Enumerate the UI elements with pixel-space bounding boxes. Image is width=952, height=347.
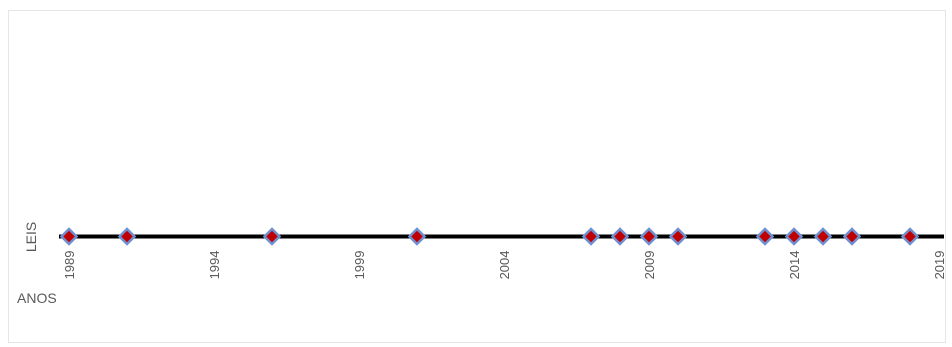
x-tick-label: 2019 xyxy=(932,251,947,280)
data-points xyxy=(59,227,920,246)
data-point-marker xyxy=(900,227,920,246)
x-tick-label: 1989 xyxy=(62,251,77,280)
data-point-marker xyxy=(581,227,601,246)
x-tick-label: 2014 xyxy=(787,251,802,280)
chart-area: LEIS ANOS 1989 1994 1999 2004 2009 2014 2019 xyxy=(8,10,947,343)
x-tick-labels: 1989 1994 1999 2004 2009 2014 2019 xyxy=(62,251,947,280)
y-axis-title: LEIS xyxy=(23,222,39,252)
data-point-marker xyxy=(59,227,79,246)
data-point-marker xyxy=(668,227,688,246)
x-tick-label: 1994 xyxy=(207,251,222,280)
data-point-marker xyxy=(784,227,804,246)
data-point-marker xyxy=(407,227,427,246)
x-axis-title: ANOS xyxy=(17,290,57,306)
data-point-marker xyxy=(117,227,137,246)
data-point-marker xyxy=(610,227,630,246)
data-point-marker xyxy=(755,227,775,246)
data-point-marker xyxy=(262,227,282,246)
x-tick-label: 2004 xyxy=(497,251,512,280)
x-tick-label: 1999 xyxy=(352,251,367,280)
x-tick-label: 2009 xyxy=(642,251,657,280)
data-point-marker xyxy=(639,227,659,246)
data-point-marker xyxy=(813,227,833,246)
timeline-chart: LEIS ANOS 1989 1994 1999 2004 2009 2014 2019 xyxy=(17,222,947,306)
data-point-marker xyxy=(842,227,862,246)
